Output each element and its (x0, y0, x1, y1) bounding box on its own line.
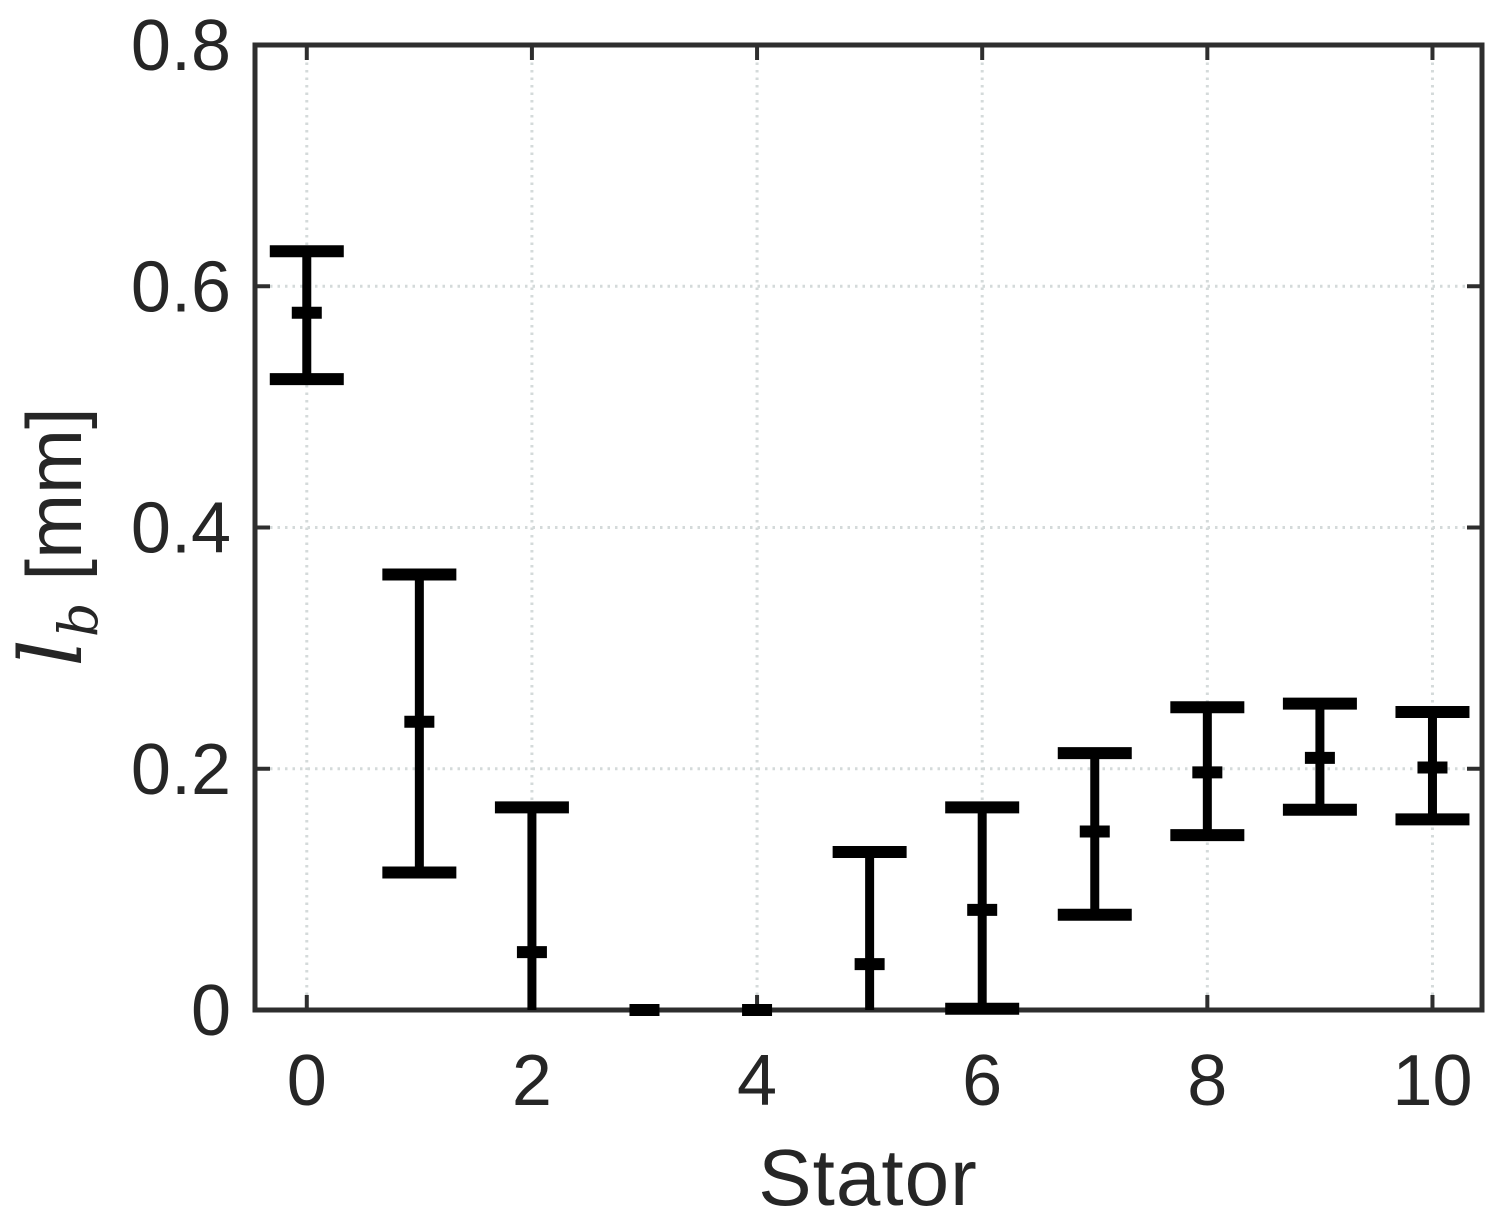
y-tick-label: 0.2 (131, 730, 231, 810)
x-tick-label: 10 (1392, 1041, 1472, 1121)
x-axis-label: Stator (758, 1133, 978, 1222)
y-tick-label: 0.6 (131, 247, 231, 327)
x-tick-label: 4 (737, 1041, 777, 1121)
x-tick-label: 2 (512, 1041, 552, 1121)
y-axis-label-subscript: b (47, 602, 110, 638)
x-tick-label: 6 (962, 1041, 1002, 1121)
y-axis-label-unit: [mm] (10, 407, 98, 581)
y-tick-label: 0 (191, 971, 231, 1051)
y-axis-label-symbol: l (2, 639, 102, 667)
y-axis-label: lb [mm] (2, 407, 110, 666)
x-tick-label: 8 (1187, 1041, 1227, 1121)
x-tick-label: 0 (287, 1041, 327, 1121)
y-tick-label: 0.4 (131, 489, 231, 569)
y-tick-label: 0.8 (131, 6, 231, 86)
